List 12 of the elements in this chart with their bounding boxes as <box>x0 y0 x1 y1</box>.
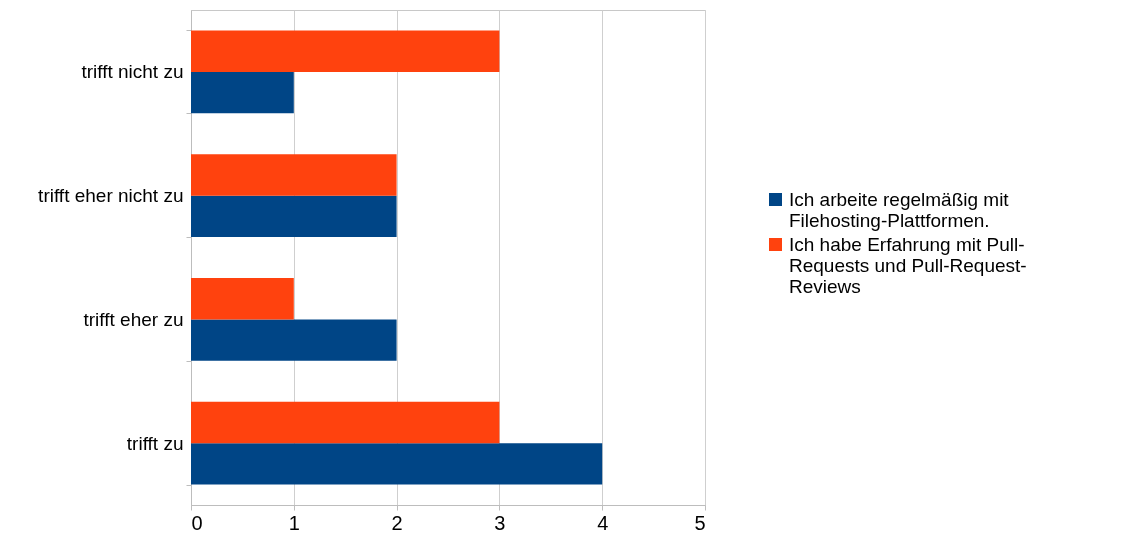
x-tick-label: 3 <box>494 511 506 534</box>
x-tick-label: 1 <box>288 511 300 534</box>
y-tick-label: trifft eher nicht zu <box>38 185 184 207</box>
x-tick-label: 0 <box>191 511 203 534</box>
legend-label: Ich arbeite regelmäßig mit Filehosting-Plattformen. <box>789 188 1010 231</box>
x-tick-label: 4 <box>597 511 609 534</box>
y-tick-label: trifft nicht zu <box>81 61 184 83</box>
y-tick-label: trifft eher zu <box>83 308 184 330</box>
legend-label: Ich habe Erfahrung mit Pull-Requests und Pull-Request-Reviews <box>789 233 1027 297</box>
y-tick-label: trifft zu <box>126 432 184 454</box>
x-tick-label: 5 <box>694 511 706 534</box>
x-tick-label: 2 <box>391 511 403 534</box>
